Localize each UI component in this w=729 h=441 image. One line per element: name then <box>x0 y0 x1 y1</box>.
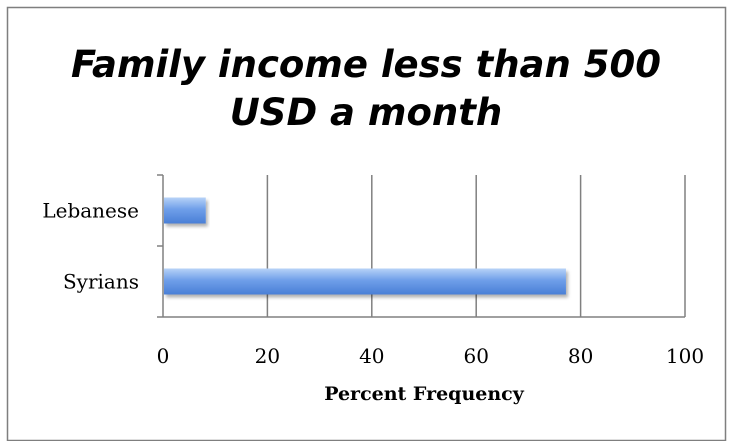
category-label-syrians: Syrians <box>63 270 139 294</box>
plot-area: 0 20 40 60 80 100 Lebanese Syrians <box>42 174 704 368</box>
x-tick-label-80: 80 <box>568 344 593 368</box>
chart-title-line-2: USD a month <box>230 91 502 134</box>
x-tick-label-60: 60 <box>463 344 488 368</box>
bar-syrians <box>164 268 566 295</box>
bar-lebanese <box>164 197 206 224</box>
chart-border <box>6 6 727 441</box>
x-tick-label-20: 20 <box>255 344 280 368</box>
x-tick-label-40: 40 <box>359 344 384 368</box>
x-tick-label-0: 0 <box>157 344 170 368</box>
x-tick-label-100: 100 <box>666 344 704 368</box>
chart-title-line-1: Family income less than 500 <box>71 43 661 86</box>
category-label-lebanese: Lebanese <box>42 199 139 223</box>
x-axis-title: Percent Frequency <box>324 383 525 405</box>
